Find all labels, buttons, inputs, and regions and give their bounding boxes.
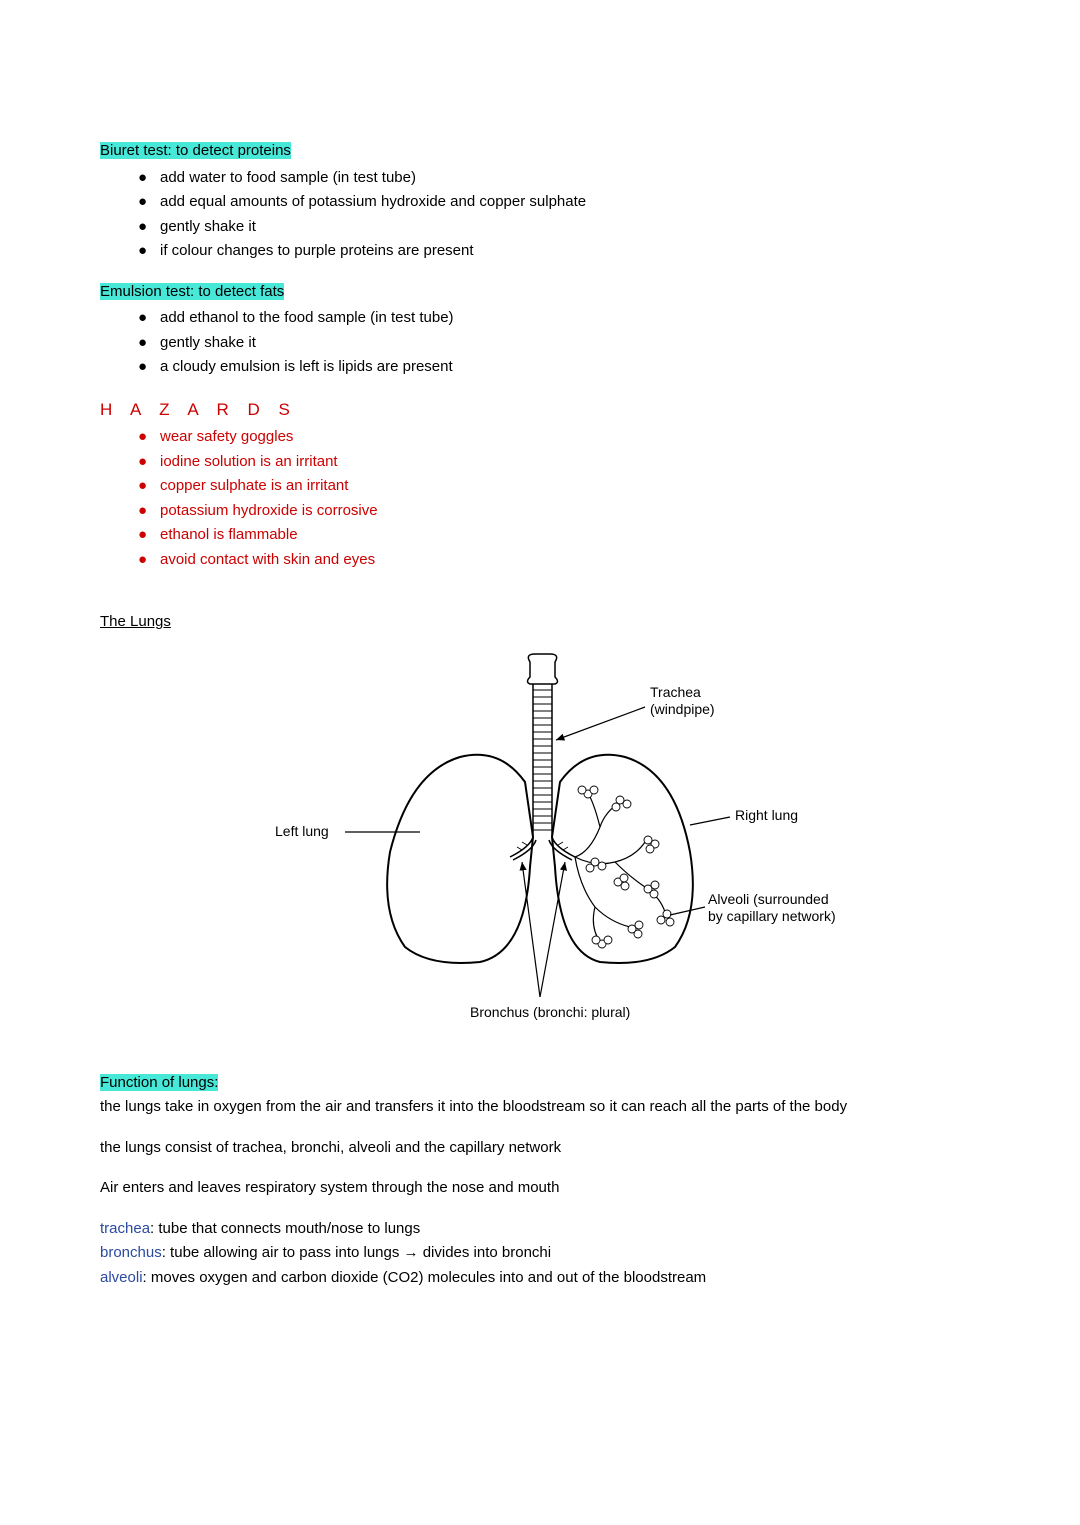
lungs-diagram: Trachea (windpipe) Left lung Right lung … — [230, 652, 850, 1032]
emulsion-section: Emulsion test: to detect fats add ethano… — [100, 281, 980, 379]
biuret-list: add water to food sample (in test tube) … — [100, 167, 980, 263]
biuret-title: Biuret test: to detect proteins — [100, 140, 980, 163]
diagram-label-leftlung: Left lung — [275, 823, 329, 839]
list-item: potassium hydroxide is corrosive — [160, 500, 980, 523]
biuret-title-text: Biuret test: to detect proteins — [100, 142, 291, 159]
function-section: Function of lungs: the lungs take in oxy… — [100, 1072, 980, 1290]
list-item: gently shake it — [160, 332, 980, 355]
def-trachea-text: : tube that connects mouth/nose to lungs — [150, 1220, 420, 1237]
function-p1: the lungs take in oxygen from the air an… — [100, 1096, 980, 1119]
term-alveoli: alveoli — [100, 1269, 143, 1286]
list-item: avoid contact with skin and eyes — [160, 549, 980, 572]
function-title: Function of lungs: — [100, 1072, 980, 1095]
hazards-heading: H A Z A R D S — [100, 397, 980, 423]
diagram-label-trachea1: Trachea — [650, 684, 701, 700]
diagram-label-bronchus: Bronchus (bronchi: plural) — [470, 1004, 630, 1020]
list-item: gently shake it — [160, 216, 980, 239]
def-alveoli-text: : moves oxygen and carbon dioxide (CO2) … — [143, 1269, 707, 1286]
diagram-label-alveoli2: by capillary network) — [708, 908, 836, 924]
list-item: if colour changes to purple proteins are… — [160, 240, 980, 263]
diagram-label-alveoli1: Alveoli (surrounded — [708, 891, 829, 907]
list-item: copper sulphate is an irritant — [160, 475, 980, 498]
def-bronchus: bronchus: tube allowing air to pass into… — [100, 1242, 980, 1265]
biuret-section: Biuret test: to detect proteins add wate… — [100, 140, 980, 263]
def-bronchus-text: : tube allowing air to pass into lungs →… — [162, 1244, 551, 1261]
function-p3: Air enters and leaves respiratory system… — [100, 1177, 980, 1200]
lungs-diagram-wrap: Trachea (windpipe) Left lung Right lung … — [100, 652, 980, 1032]
def-trachea: trachea: tube that connects mouth/nose t… — [100, 1218, 980, 1241]
list-item: add ethanol to the food sample (in test … — [160, 307, 980, 330]
list-item: ethanol is flammable — [160, 524, 980, 547]
def-alveoli: alveoli: moves oxygen and carbon dioxide… — [100, 1267, 980, 1290]
diagram-label-rightlung: Right lung — [735, 807, 798, 823]
hazards-section: H A Z A R D S wear safety goggles iodine… — [100, 397, 980, 572]
term-bronchus: bronchus — [100, 1244, 162, 1261]
lungs-heading: The Lungs — [100, 611, 980, 634]
list-item: add water to food sample (in test tube) — [160, 167, 980, 190]
diagram-label-trachea2: (windpipe) — [650, 701, 715, 717]
list-item: a cloudy emulsion is left is lipids are … — [160, 356, 980, 379]
list-item: wear safety goggles — [160, 426, 980, 449]
term-trachea: trachea — [100, 1220, 150, 1237]
emulsion-title-text: Emulsion test: to detect fats — [100, 283, 284, 300]
hazards-list: wear safety goggles iodine solution is a… — [100, 426, 980, 571]
emulsion-list: add ethanol to the food sample (in test … — [100, 307, 980, 379]
list-item: add equal amounts of potassium hydroxide… — [160, 191, 980, 214]
hazards-heading-text: H A Z A R D S — [100, 400, 297, 419]
function-title-text: Function of lungs: — [100, 1074, 218, 1091]
emulsion-title: Emulsion test: to detect fats — [100, 281, 980, 304]
function-p2: the lungs consist of trachea, bronchi, a… — [100, 1137, 980, 1160]
list-item: iodine solution is an irritant — [160, 451, 980, 474]
